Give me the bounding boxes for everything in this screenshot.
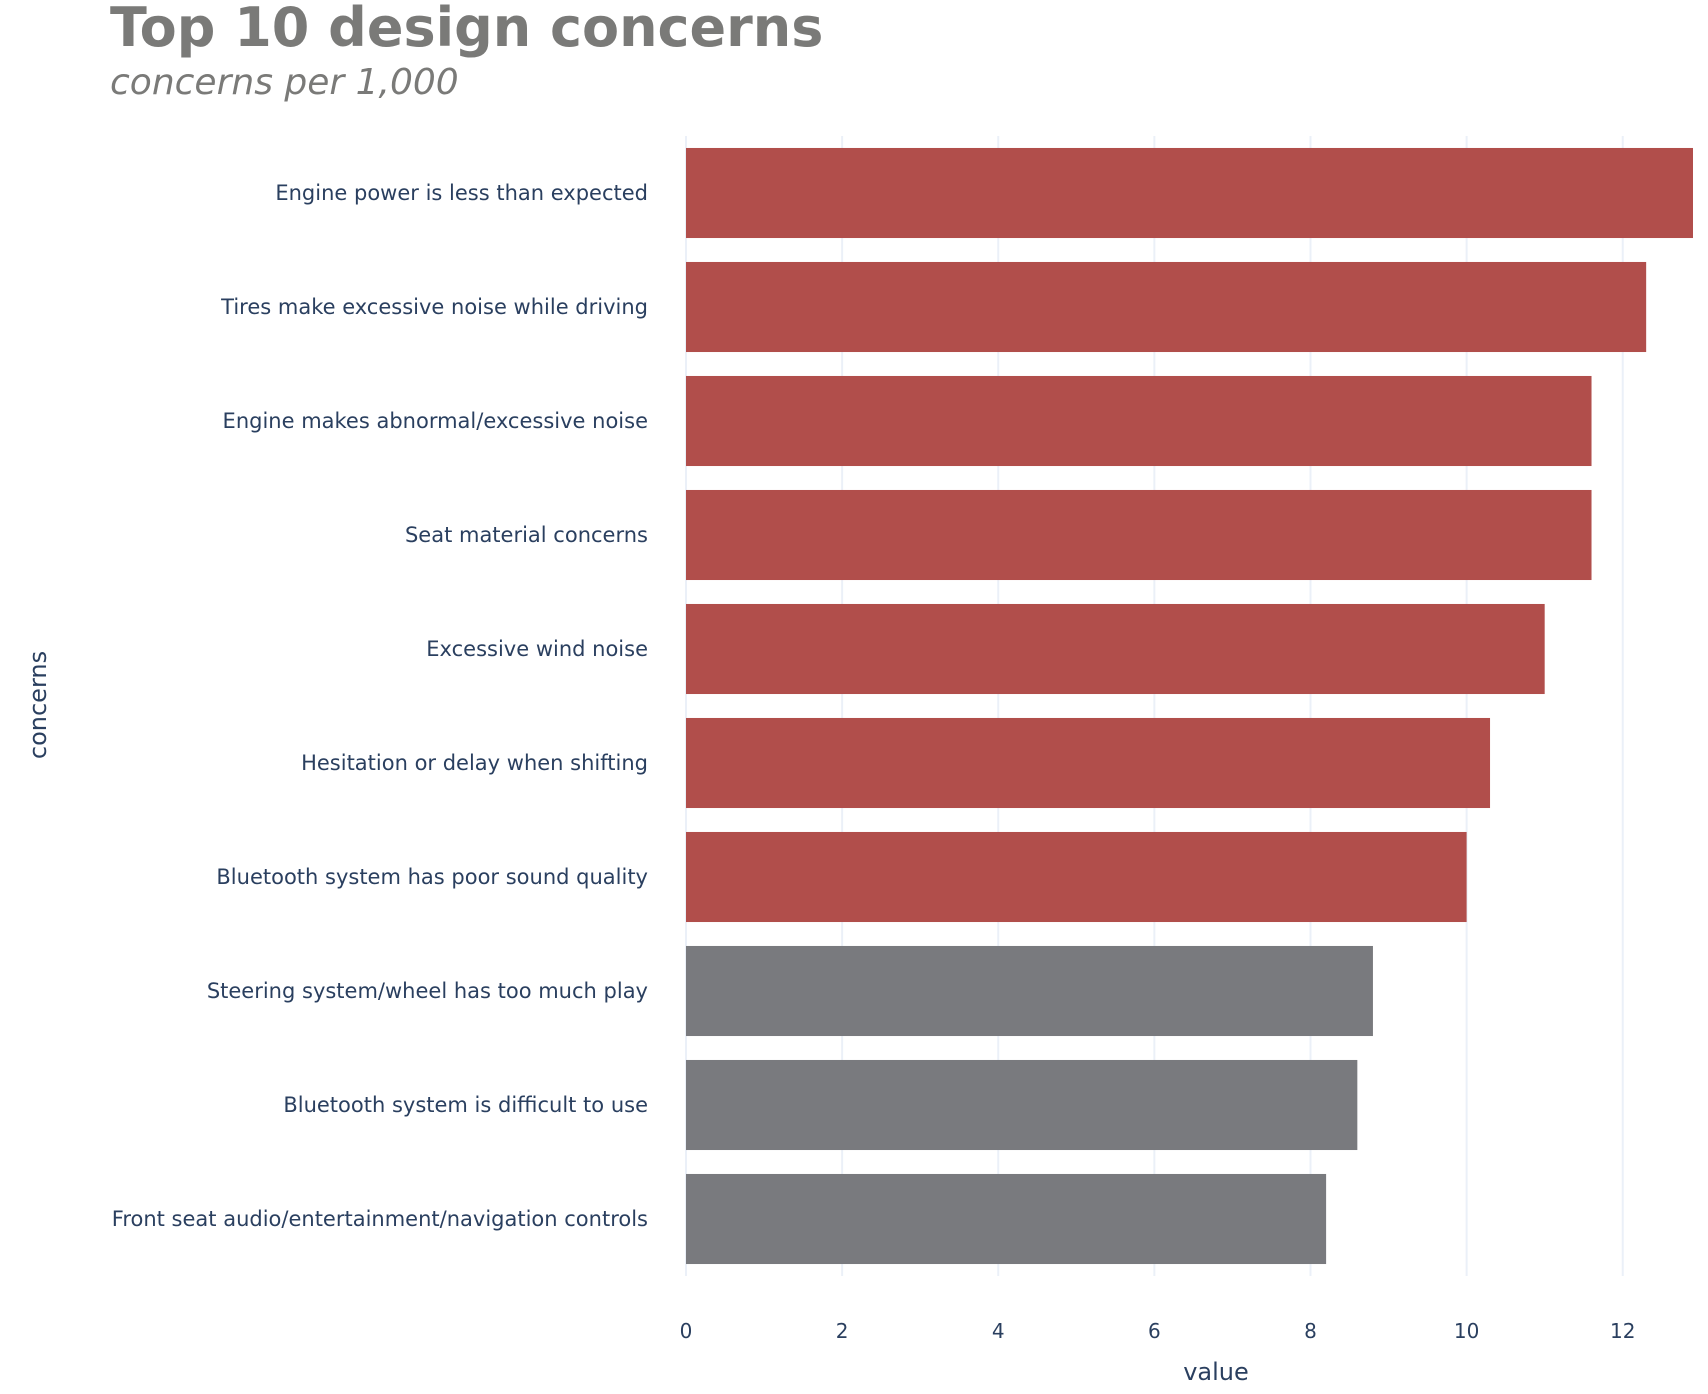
bar [686,1059,1358,1151]
category-label: Seat material concerns [405,523,648,547]
bar [686,603,1545,695]
bar [686,489,1592,581]
x-axis-title: value [1183,1358,1249,1386]
x-tick-label: 4 [992,1319,1005,1343]
category-label: Hesitation or delay when shifting [301,751,648,775]
category-label: Bluetooth system has poor sound quality [216,865,648,889]
category-label: Excessive wind noise [426,637,648,661]
x-tick-label: 12 [1610,1319,1635,1343]
bar [686,147,1693,239]
chart-title: Top 10 design concerns [110,0,823,59]
category-label: Front seat audio/entertainment/navigatio… [112,1207,648,1231]
category-label: Bluetooth system is difficult to use [283,1093,648,1117]
category-labels: Engine power is less than expected Tires … [112,181,648,1231]
bar [686,1173,1327,1265]
bar [686,261,1647,353]
x-tick-label: 2 [836,1319,849,1343]
chart-subtitle: concerns per 1,000 [110,62,459,103]
bar [686,831,1467,923]
bar [686,945,1373,1037]
x-tick-labels: 0 2 4 6 8 10 12 [680,1319,1636,1343]
category-label: Tires make excessive noise while driving [220,295,648,319]
y-axis-title: concerns [24,651,52,759]
category-label: Engine power is less than expected [275,181,648,205]
x-tick-label: 6 [1148,1319,1161,1343]
x-tick-label: 0 [680,1319,693,1343]
bar [686,717,1491,809]
x-tick-label: 10 [1454,1319,1479,1343]
category-label: Steering system/wheel has too much play [207,979,648,1003]
x-tick-label: 8 [1304,1319,1317,1343]
bars [686,147,1693,1265]
category-label: Engine makes abnormal/excessive noise [223,409,648,433]
bar [686,375,1592,467]
